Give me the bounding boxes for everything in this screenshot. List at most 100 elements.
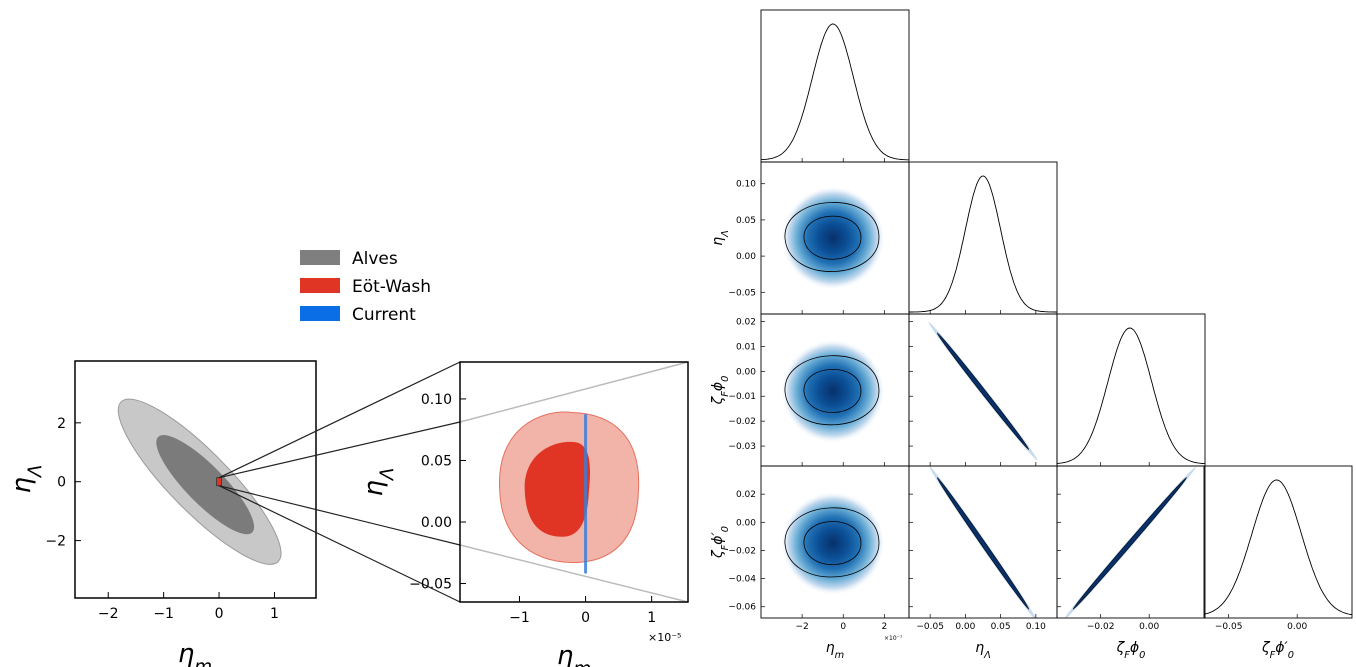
corner-1d-panel [760,9,910,163]
corner-2d-panel: −0.05 0.00 0.05 0.10 [908,465,1058,632]
degenerate-contour [936,477,1030,610]
corner-x-tick-label: 0 [840,622,846,632]
zoom-y-tick-label: −0.05 [409,577,452,593]
corner-y-tick-label: 0.10 [736,180,756,190]
main-y-tick-label: 0 [57,475,66,491]
current-band [584,413,588,574]
main-panel: −2 −1 0 1 −2 0 2 ηm ηΛ [7,360,317,667]
zoom-panel: −1 0 1 −0.05 0.00 0.05 0.10 ×10⁻⁵ ηm ηΛ [359,361,689,667]
main-x-tick-label: −2 [98,606,119,622]
connector-line [218,485,461,603]
corner-2d-panel: −0.05 0.00 0.05 0.10 [728,161,910,315]
corner-x-axis-label: ζFϕ′0 [1261,640,1294,661]
corner-x-tick-label: 0.00 [1139,622,1159,632]
zoom-x-axis-label: ηm [557,641,591,667]
zoom-y-tick-label: 0.10 [421,392,452,408]
corner-y-tick-label: 0.00 [736,252,756,262]
marginal-curve [909,175,1057,313]
corner-y-axis-label: ζFϕ0 [710,376,731,406]
corner-y-tick-label: −0.05 [728,288,756,298]
panel-content [1063,466,1196,618]
degenerate-contour [1072,477,1187,610]
corner-y-tick-label: −0.06 [728,603,756,613]
main-y-axis-label: ηΛ [7,465,46,494]
corner-y-tick-label: 0.02 [736,490,756,500]
connector-line [218,421,461,479]
zoom-region-box [216,477,222,487]
corner-y-tick-label: 0.05 [736,216,756,226]
corner-1d-panel [1056,313,1206,467]
density-blob [780,339,885,444]
contour-95 [784,355,880,426]
main-y-tick-label: −2 [45,534,66,550]
eotwash-inner-contour [524,441,591,537]
corner-y-tick-label: −0.02 [728,546,756,556]
connector-line [218,485,461,546]
panel-content [780,339,885,444]
panel-content [780,186,885,290]
corner-y-tick-label: −0.04 [728,575,756,585]
zoom-panel-frame [459,361,689,603]
corner-y-tick-label: −0.03 [728,442,756,452]
corner-y-tick-label: 0.00 [736,367,756,377]
corner-x-tick-label: −0.05 [916,622,944,632]
panel-content [1204,479,1352,616]
contour-68 [803,215,862,260]
legend-swatch [300,278,340,293]
corner-y-axis-label: ζFϕ′0 [710,526,731,559]
main-x-tick-label: −1 [153,606,174,622]
legend: Alves Eöt-Wash Current [300,249,431,325]
corner-y-tick-label: −0.02 [728,417,756,427]
zoom-y-tick-label: 0.00 [421,515,452,531]
connector-fan-line [459,544,689,603]
panel-frame [1056,465,1206,619]
density-blob [780,186,885,290]
marginal-curve [761,23,909,161]
corner-x-axis-label: ζFϕ0 [1116,640,1146,661]
corner-x-tick-label: 2 [881,622,887,632]
corner-y-tick-label: −0.01 [728,392,756,402]
corner-x-tick-label: 0.05 [991,622,1011,632]
corner-2d-panel: −0.02 0.00 [1056,465,1206,632]
corner-x-tick-label: 0.00 [1287,622,1307,632]
main-x-tick-label: 0 [215,606,224,622]
zoom-x-scale-label: ×10⁻⁵ [648,631,681,644]
legend-label: Current [352,305,416,325]
contour-95 [784,507,880,578]
corner-y-tick-label: 0.00 [736,518,756,528]
main-y-tick-label: 2 [57,416,66,432]
density-blob [780,491,885,596]
legend-swatch [300,306,340,321]
panel-content [761,23,909,161]
corner-y-tick-label: 0.01 [736,342,756,352]
corner-y-axis-label: ηΛ [710,230,731,246]
degenerate-contour [936,332,1030,450]
legend-label: Alves [352,249,398,269]
panel-content [909,175,1057,313]
panel-content [780,491,885,596]
marginal-curve [1057,327,1205,465]
corner-2d-panel: −0.03 −0.02 −0.01 0.00 0.01 0.02 [728,313,910,467]
zoom-x-tick-label: 1 [647,610,656,626]
contour-95 [784,202,880,272]
zoom-x-tick-label: −1 [509,610,530,626]
corner-y-tick-label: 0.02 [736,317,756,327]
corner-plot: −0.05 0.00 0.05 0.10 −0.03 −0.02 −0.01 0.00 0.01… [710,9,1353,661]
connector-fan-line [459,361,689,423]
corner-x-tick-label: −0.05 [1215,622,1243,632]
corner-x-axis-label: ηm [826,640,844,661]
corner-x-tick-label: 0.00 [955,622,975,632]
legend-label: Eöt-Wash [352,277,431,297]
panel-frame [1203,465,1353,619]
panel-content [1057,327,1205,465]
panel-content [929,466,1037,618]
corner-x-tick-label: 0.10 [1026,622,1046,632]
corner-x-tick-label: −0.02 [1087,622,1115,632]
corner-2d-panel [908,313,1058,467]
contour-68 [803,369,862,413]
corner-offset-label: ×10⁻⁷ [884,635,903,642]
legend-swatch [300,250,340,265]
zoom-connectors [218,361,689,603]
connector-line [218,361,461,479]
